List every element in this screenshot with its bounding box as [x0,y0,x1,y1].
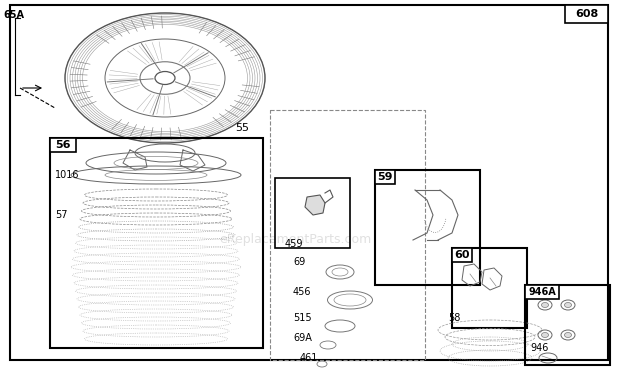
Text: 59: 59 [377,172,392,182]
Text: 69A: 69A [293,333,312,343]
Ellipse shape [541,333,549,338]
Text: 60: 60 [454,250,470,260]
Text: 65A: 65A [3,10,24,20]
Bar [375,170,395,184]
Text: 515: 515 [293,313,312,323]
Text: 57: 57 [55,210,68,220]
Ellipse shape [564,333,572,338]
Text: 946: 946 [530,343,548,353]
Bar [525,285,610,365]
Bar [452,248,527,328]
Bar [375,170,480,285]
Text: 1016: 1016 [55,170,79,180]
Polygon shape [305,195,325,215]
Text: eReplacementParts.com: eReplacementParts.com [219,234,371,246]
Text: 608: 608 [575,9,598,19]
Ellipse shape [564,303,572,307]
Text: 56: 56 [55,140,71,150]
Text: 946A: 946A [528,287,556,297]
Bar [275,178,350,248]
Ellipse shape [541,303,549,307]
Text: 461: 461 [300,353,319,363]
Bar [50,138,263,348]
Bar [525,285,559,299]
Text: 456: 456 [293,287,311,297]
Text: 69: 69 [293,257,305,267]
Text: 459: 459 [285,239,304,249]
Text: 58: 58 [448,313,461,323]
Text: 55: 55 [235,123,249,133]
Bar [565,5,608,23]
Bar [270,110,425,360]
Bar [452,248,472,262]
Bar [50,138,76,152]
